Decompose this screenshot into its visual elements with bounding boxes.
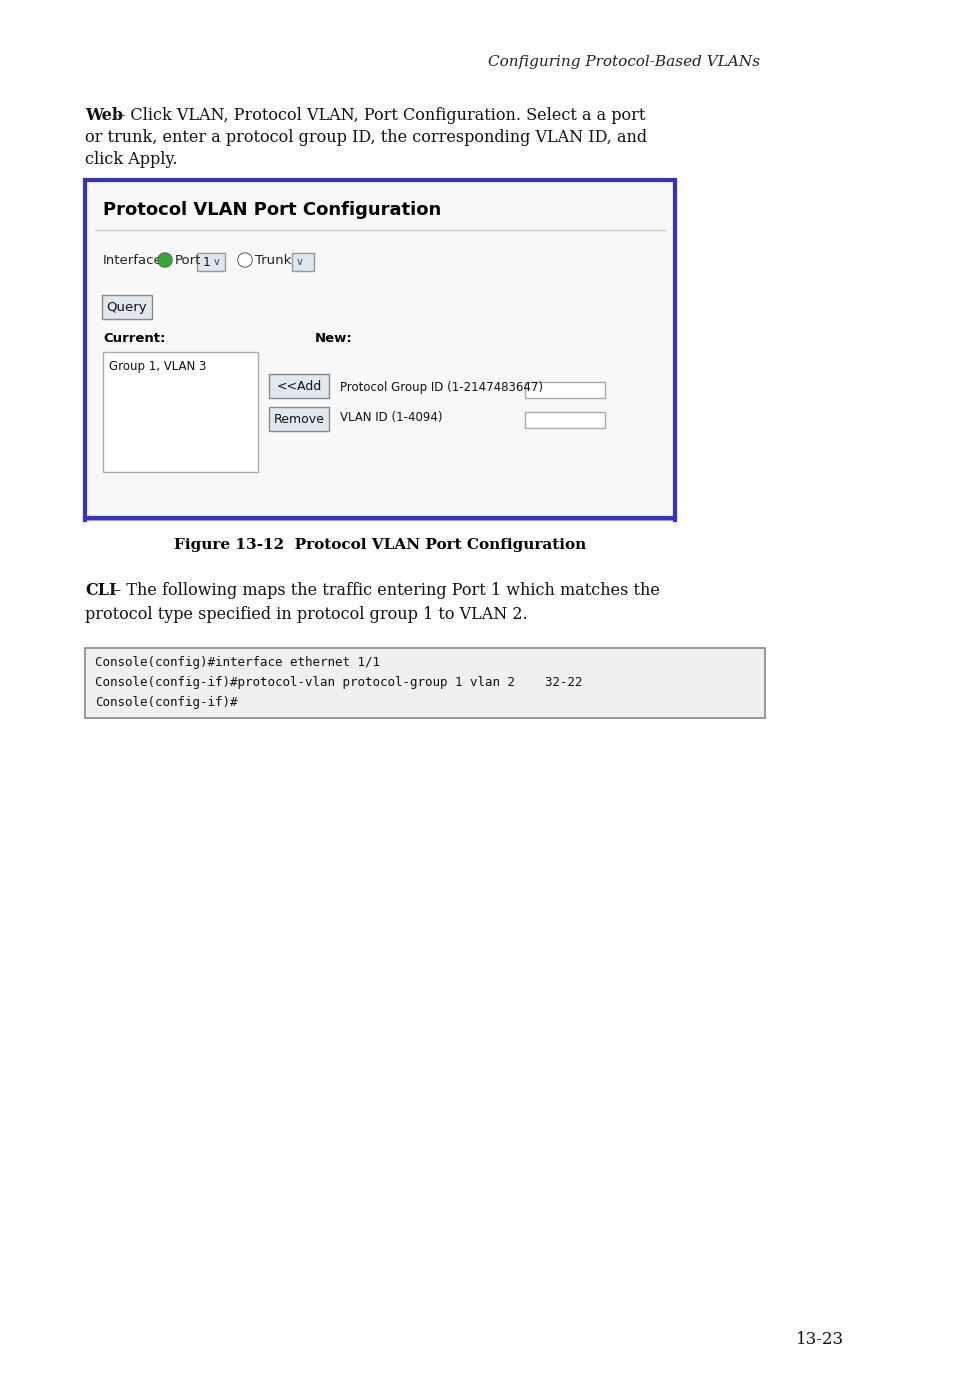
Text: Query: Query xyxy=(107,300,147,314)
Text: – The following maps the traffic entering Port 1 which matches the: – The following maps the traffic enterin… xyxy=(108,582,659,598)
Text: Remove: Remove xyxy=(274,412,324,426)
Text: click Apply.: click Apply. xyxy=(85,150,177,168)
Text: Console(config-if)#: Console(config-if)# xyxy=(95,695,237,708)
Text: Interface: Interface xyxy=(103,254,163,266)
Text: CLI: CLI xyxy=(85,582,116,598)
FancyBboxPatch shape xyxy=(524,382,604,398)
FancyBboxPatch shape xyxy=(269,407,329,432)
Text: Web: Web xyxy=(85,107,123,124)
Text: 1: 1 xyxy=(203,255,211,268)
FancyBboxPatch shape xyxy=(524,412,604,428)
Text: Current:: Current: xyxy=(103,332,165,344)
Text: v: v xyxy=(296,257,302,266)
Text: 13-23: 13-23 xyxy=(795,1331,843,1349)
FancyBboxPatch shape xyxy=(269,373,329,398)
Circle shape xyxy=(239,254,251,266)
Text: Protocol VLAN Port Configuration: Protocol VLAN Port Configuration xyxy=(103,201,441,219)
Text: VLAN ID (1-4094): VLAN ID (1-4094) xyxy=(339,411,442,423)
Text: Console(config)#interface ethernet 1/1: Console(config)#interface ethernet 1/1 xyxy=(95,655,379,669)
Text: Figure 13-12  Protocol VLAN Port Configuration: Figure 13-12 Protocol VLAN Port Configur… xyxy=(173,539,585,552)
Text: Port: Port xyxy=(174,254,201,266)
Circle shape xyxy=(159,254,171,266)
Text: Trunk: Trunk xyxy=(254,254,291,266)
Text: or trunk, enter a protocol group ID, the corresponding VLAN ID, and: or trunk, enter a protocol group ID, the… xyxy=(85,129,646,146)
FancyBboxPatch shape xyxy=(103,353,257,472)
FancyBboxPatch shape xyxy=(85,180,675,520)
FancyBboxPatch shape xyxy=(292,253,314,271)
Text: <<Add: <<Add xyxy=(276,379,321,393)
Text: Console(config-if)#protocol-vlan protocol-group 1 vlan 2    32-22: Console(config-if)#protocol-vlan protoco… xyxy=(95,676,582,688)
Text: v: v xyxy=(213,257,219,266)
Text: Protocol Group ID (1-2147483647): Protocol Group ID (1-2147483647) xyxy=(339,380,542,394)
Text: New:: New: xyxy=(314,332,353,344)
FancyBboxPatch shape xyxy=(196,253,225,271)
Text: Configuring Protocol-Based VLANs: Configuring Protocol-Based VLANs xyxy=(487,56,760,69)
Text: protocol type specified in protocol group 1 to VLAN 2.: protocol type specified in protocol grou… xyxy=(85,605,527,622)
FancyBboxPatch shape xyxy=(85,648,764,718)
Text: – Click VLAN, Protocol VLAN, Port Configuration. Select a a port: – Click VLAN, Protocol VLAN, Port Config… xyxy=(112,107,644,124)
FancyBboxPatch shape xyxy=(102,296,152,319)
Text: Group 1, VLAN 3: Group 1, VLAN 3 xyxy=(109,359,206,372)
